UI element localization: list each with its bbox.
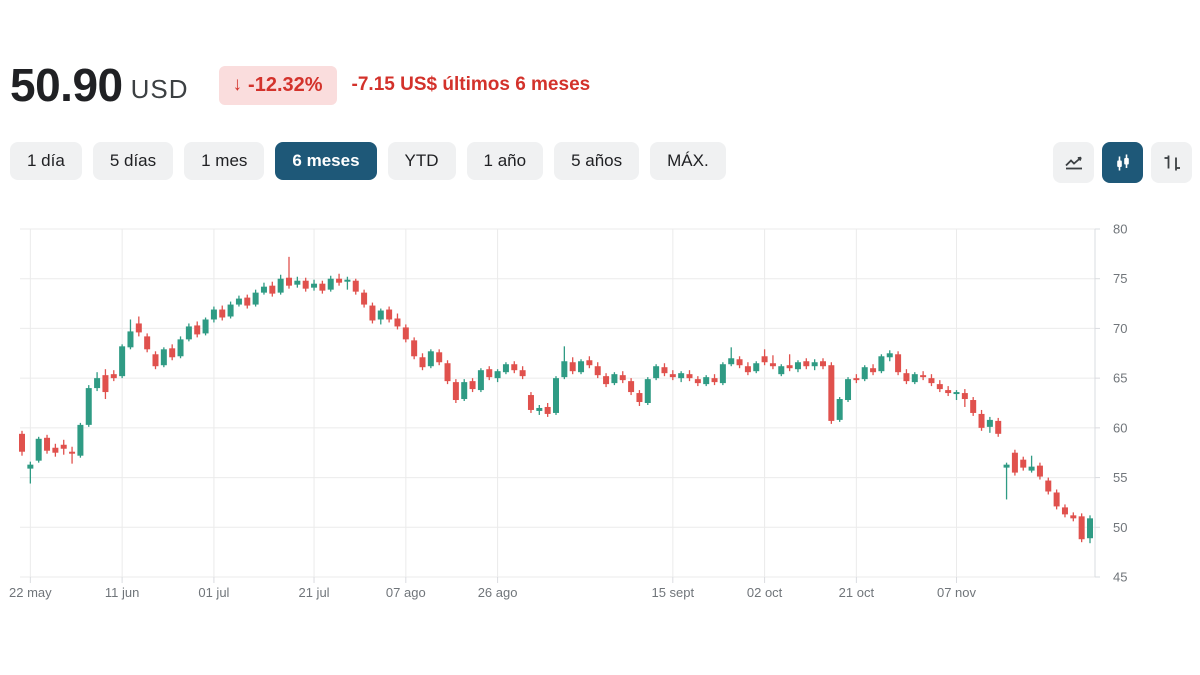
- range-tab-5-días[interactable]: 5 días: [92, 142, 174, 180]
- svg-text:55: 55: [1113, 470, 1127, 485]
- candlestick-plot[interactable]: 45 50 55 60 65 70 75 80 22 may 11 jun 01 jul 21 jul…: [0, 207, 1200, 607]
- range-tab-máx-[interactable]: MÁX.: [650, 142, 726, 180]
- candlestick-series: [19, 256, 1093, 544]
- change-detail-text: -7.15 US$ últimos 6 meses: [351, 74, 591, 95]
- svg-text:80: 80: [1113, 222, 1127, 237]
- ohlc-chart-button[interactable]: [1151, 142, 1192, 183]
- svg-text:22 may: 22 may: [9, 585, 52, 600]
- svg-text:50: 50: [1113, 520, 1127, 535]
- svg-text:75: 75: [1113, 271, 1127, 286]
- svg-text:01 jul: 01 jul: [198, 585, 229, 600]
- ohlc-chart-icon: [1164, 155, 1180, 170]
- y-axis-labels: 45 50 55 60 65 70 75 80: [1113, 222, 1127, 585]
- range-tab-1-año[interactable]: 1 año: [466, 142, 544, 180]
- svg-text:21 oct: 21 oct: [839, 585, 875, 600]
- price-header: 50.90 USD ↓ -12.32% -7.15 US$ últimos 6 …: [10, 62, 590, 108]
- range-tab-5-años[interactable]: 5 años: [554, 142, 640, 180]
- price-chart[interactable]: 45 50 55 60 65 70 75 80 22 may 11 jun 01 jul 21 jul…: [0, 207, 1200, 607]
- axes: [29, 228, 1100, 583]
- svg-text:45: 45: [1113, 570, 1127, 585]
- current-price: 50.90: [10, 59, 123, 111]
- range-tab-1-día[interactable]: 1 día: [10, 142, 82, 180]
- change-percent-value: -12.32%: [248, 73, 323, 96]
- svg-text:21 jul: 21 jul: [298, 585, 329, 600]
- svg-text:15 sept: 15 sept: [651, 585, 694, 600]
- candlestick-chart-icon: [1116, 154, 1129, 170]
- currency-label: USD: [130, 73, 189, 104]
- line-chart-button[interactable]: [1053, 142, 1094, 183]
- svg-text:60: 60: [1113, 420, 1127, 435]
- x-axis-labels: 22 may 11 jun 01 jul 21 jul 07 ago 26 ago 15 s…: [9, 585, 976, 600]
- arrow-down-icon: ↓: [232, 74, 243, 95]
- chart-controls: 1 día 5 días 1 mes 6 meses YTD 1 año 5 años MÁX…: [10, 142, 1192, 183]
- range-tab-6-meses[interactable]: 6 meses: [275, 142, 377, 180]
- svg-text:07 ago: 07 ago: [386, 585, 426, 600]
- svg-text:11 jun: 11 jun: [105, 585, 139, 600]
- candlestick-chart-button[interactable]: [1102, 142, 1143, 183]
- change-percent-badge: ↓ -12.32%: [218, 65, 337, 105]
- range-tab-ytd[interactable]: YTD: [387, 142, 456, 180]
- time-range-tabs: 1 día 5 días 1 mes 6 meses YTD 1 año 5 años MÁX…: [10, 142, 726, 180]
- svg-text:26 ago: 26 ago: [478, 585, 518, 600]
- svg-text:07 nov: 07 nov: [937, 585, 977, 600]
- svg-text:02 oct: 02 oct: [747, 585, 783, 600]
- line-chart-icon: [1064, 156, 1082, 169]
- gridlines: [20, 228, 1095, 578]
- range-tab-1-mes[interactable]: 1 mes: [184, 142, 265, 180]
- svg-text:65: 65: [1113, 371, 1127, 386]
- chart-type-buttons: [1053, 142, 1192, 183]
- svg-text:70: 70: [1113, 321, 1127, 336]
